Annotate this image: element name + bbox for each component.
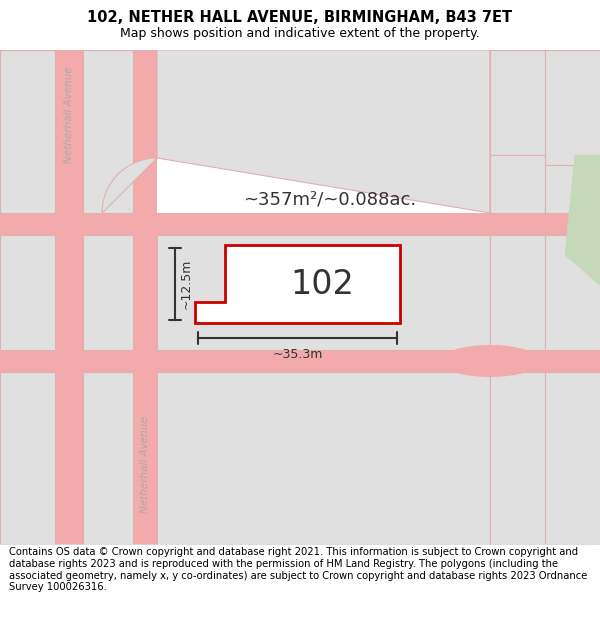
Text: ~35.3m: ~35.3m	[272, 348, 323, 361]
Polygon shape	[102, 50, 490, 213]
Polygon shape	[0, 50, 55, 213]
Text: Map shows position and indicative extent of the property.: Map shows position and indicative extent…	[120, 27, 480, 40]
Polygon shape	[0, 372, 55, 545]
Polygon shape	[0, 235, 55, 350]
Polygon shape	[157, 235, 490, 350]
Bar	[133, 50, 157, 545]
Polygon shape	[490, 372, 545, 545]
Text: Netherhall Avenue: Netherhall Avenue	[64, 67, 74, 163]
Text: ~357m²/~0.088ac.: ~357m²/~0.088ac.	[244, 191, 416, 209]
Bar	[55, 50, 83, 545]
Text: 102, NETHER HALL AVENUE, BIRMINGHAM, B43 7ET: 102, NETHER HALL AVENUE, BIRMINGHAM, B43…	[88, 10, 512, 25]
Polygon shape	[545, 50, 600, 165]
Polygon shape	[490, 155, 545, 213]
Polygon shape	[545, 372, 600, 545]
Text: 102: 102	[290, 268, 355, 301]
Polygon shape	[545, 235, 600, 350]
Bar	[0, 213, 600, 235]
Polygon shape	[83, 235, 133, 350]
Text: Contains OS data © Crown copyright and database right 2021. This information is : Contains OS data © Crown copyright and d…	[9, 548, 587, 592]
Polygon shape	[545, 165, 600, 213]
Bar	[0, 50, 83, 545]
Bar	[0, 350, 600, 372]
Polygon shape	[195, 245, 400, 323]
Polygon shape	[157, 372, 490, 545]
Polygon shape	[490, 235, 545, 350]
Polygon shape	[565, 155, 600, 285]
Text: ~12.5m: ~12.5m	[180, 259, 193, 309]
Polygon shape	[83, 372, 133, 545]
Text: Netherhall Avenue: Netherhall Avenue	[140, 417, 150, 513]
Ellipse shape	[440, 345, 540, 377]
Polygon shape	[490, 50, 545, 155]
Polygon shape	[83, 50, 133, 213]
